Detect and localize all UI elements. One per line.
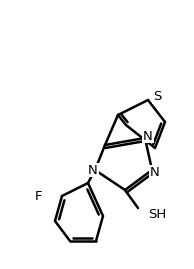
Text: N: N — [150, 165, 160, 179]
Text: F: F — [34, 189, 42, 203]
Text: SH: SH — [148, 207, 166, 221]
Text: S: S — [153, 90, 161, 104]
Text: N: N — [143, 129, 153, 143]
Text: N: N — [88, 164, 98, 176]
